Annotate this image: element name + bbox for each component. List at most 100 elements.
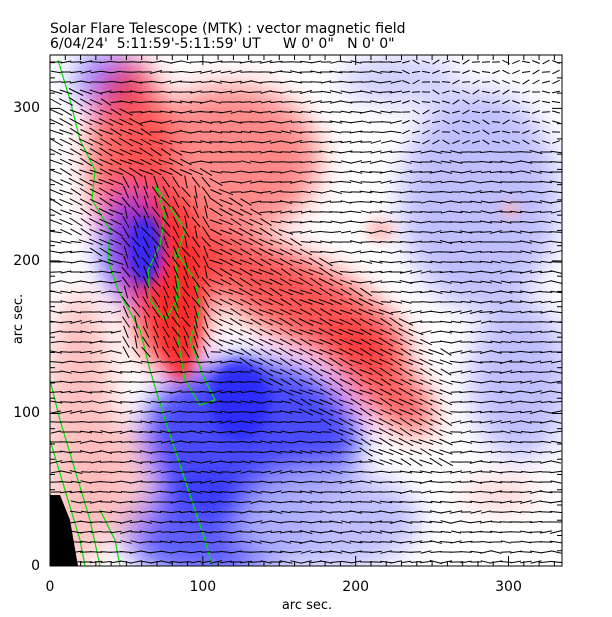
field-vector bbox=[469, 400, 483, 404]
field-vector bbox=[349, 439, 363, 445]
field-vector bbox=[400, 290, 412, 294]
field-vector bbox=[380, 541, 392, 543]
field-vector bbox=[50, 178, 64, 186]
field-vector bbox=[189, 441, 203, 443]
field-vector bbox=[411, 130, 421, 134]
field-vector bbox=[210, 228, 222, 236]
field-vector bbox=[289, 140, 303, 144]
field-vector bbox=[150, 158, 162, 166]
field-vector bbox=[50, 271, 62, 273]
field-vector bbox=[339, 261, 353, 263]
field-vector bbox=[300, 510, 312, 514]
field-vector bbox=[230, 259, 242, 265]
field-vector bbox=[472, 70, 480, 74]
field-vector bbox=[552, 69, 560, 75]
field-vector bbox=[480, 430, 492, 434]
field-vector bbox=[330, 130, 342, 134]
field-vector bbox=[370, 140, 382, 144]
field-vector bbox=[180, 421, 192, 423]
field-vector bbox=[100, 471, 112, 473]
field-vector bbox=[50, 280, 62, 284]
field-vector bbox=[519, 230, 533, 234]
field-vector bbox=[219, 208, 233, 216]
positive-field-region bbox=[326, 326, 434, 434]
field-vector bbox=[100, 90, 112, 94]
field-vector bbox=[60, 209, 72, 215]
field-vector bbox=[490, 340, 502, 344]
field-vector bbox=[220, 441, 232, 443]
field-vector bbox=[330, 511, 342, 513]
field-vector bbox=[530, 471, 542, 473]
field-vector bbox=[310, 520, 322, 524]
field-vector bbox=[130, 149, 142, 155]
field-vector bbox=[194, 315, 198, 329]
field-vector bbox=[412, 119, 420, 125]
field-vector bbox=[160, 451, 172, 453]
field-vector bbox=[160, 148, 172, 156]
field-vector bbox=[69, 541, 83, 543]
field-vector bbox=[379, 170, 393, 174]
field-vector bbox=[480, 540, 492, 544]
field-vector bbox=[350, 398, 362, 406]
field-vector bbox=[380, 180, 392, 184]
field-vector bbox=[230, 520, 242, 524]
field-vector bbox=[183, 275, 189, 289]
field-vector bbox=[150, 560, 162, 564]
field-vector bbox=[308, 268, 324, 276]
field-vector bbox=[359, 447, 373, 457]
field-vector bbox=[50, 240, 62, 244]
field-vector bbox=[80, 510, 92, 514]
field-vector bbox=[420, 338, 432, 346]
field-vector bbox=[159, 391, 173, 393]
field-vector bbox=[469, 470, 483, 474]
field-vector bbox=[319, 348, 333, 356]
field-vector bbox=[89, 138, 103, 146]
field-vector bbox=[250, 61, 262, 63]
field-vector bbox=[199, 100, 213, 104]
field-vector bbox=[119, 159, 133, 165]
field-vector bbox=[460, 240, 472, 244]
field-vector bbox=[239, 277, 253, 287]
contour-line bbox=[57, 59, 213, 566]
field-vector bbox=[450, 420, 462, 424]
field-vector bbox=[540, 550, 552, 554]
field-vector bbox=[542, 59, 550, 65]
field-vector bbox=[340, 160, 352, 164]
field-vector bbox=[249, 328, 263, 336]
field-vector bbox=[409, 470, 423, 474]
field-vector bbox=[140, 550, 152, 554]
field-vector bbox=[59, 410, 73, 414]
field-vector bbox=[370, 520, 382, 524]
field-vector bbox=[239, 287, 253, 297]
field-vector bbox=[530, 290, 542, 294]
field-vector bbox=[170, 390, 182, 394]
field-vector bbox=[260, 491, 272, 493]
field-vector bbox=[520, 190, 532, 194]
field-vector bbox=[109, 227, 123, 237]
field-vector bbox=[299, 348, 313, 356]
field-vector bbox=[121, 296, 131, 308]
field-vector bbox=[350, 490, 362, 494]
field-vector bbox=[470, 490, 482, 494]
field-vector bbox=[78, 138, 94, 146]
field-vector bbox=[162, 285, 170, 299]
field-vector bbox=[510, 430, 522, 434]
field-vector bbox=[510, 560, 522, 564]
field-vector bbox=[480, 380, 492, 384]
field-vector bbox=[329, 357, 343, 367]
field-vector bbox=[179, 110, 193, 114]
field-vector bbox=[451, 110, 461, 114]
field-vector bbox=[339, 480, 353, 484]
field-vector bbox=[69, 109, 83, 115]
field-vector bbox=[540, 350, 552, 354]
field-vector bbox=[172, 215, 180, 229]
field-vector bbox=[530, 280, 542, 284]
field-vector bbox=[250, 110, 262, 114]
field-vector bbox=[143, 215, 149, 229]
field-vector bbox=[440, 530, 452, 534]
field-vector bbox=[390, 540, 402, 544]
field-vector bbox=[360, 328, 372, 336]
field-vector bbox=[269, 287, 283, 297]
field-vector bbox=[99, 60, 113, 64]
field-vector bbox=[512, 59, 520, 65]
